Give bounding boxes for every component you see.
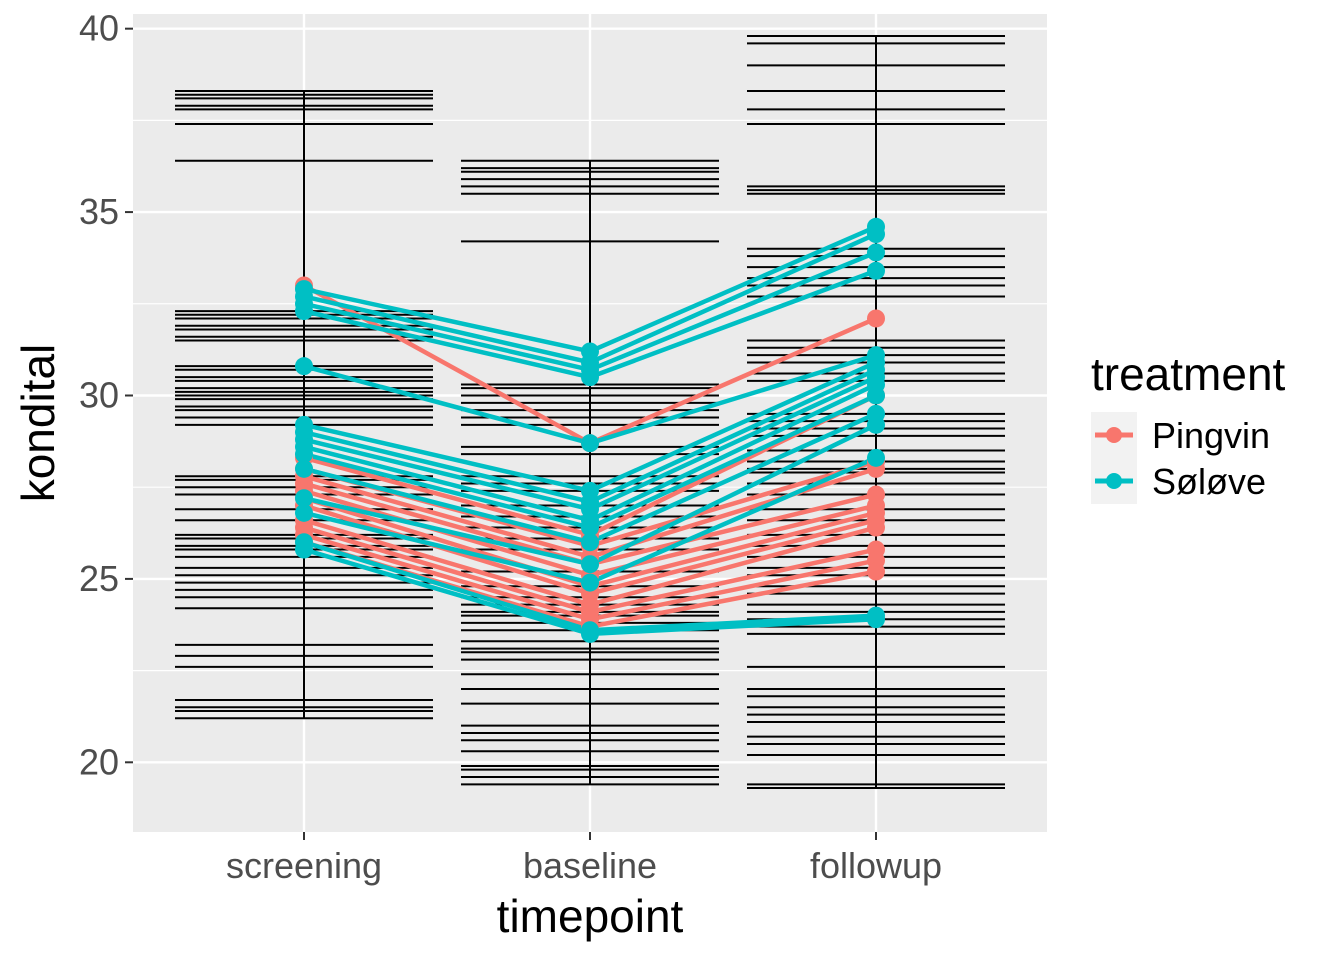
x-tick-label: screening [226,845,382,886]
data-point [867,610,885,629]
x-tick-label: baseline [523,845,657,886]
legend-key-point [1106,427,1122,443]
data-point [581,533,599,552]
y-tick-label: 35 [79,191,119,232]
data-point [867,518,885,537]
data-point [295,302,313,321]
data-point [867,309,885,328]
subject-points [295,217,885,643]
legend-label: Søløve [1152,461,1266,502]
data-point [581,555,599,574]
data-point [581,368,599,387]
data-point [867,562,885,581]
x-axis-title: timepoint [497,890,684,942]
legend-key-point [1106,473,1122,489]
data-point [295,503,313,522]
x-tick-label: followup [810,845,942,886]
legend-title: treatment [1091,348,1286,400]
data-point [295,459,313,478]
data-point [867,415,885,434]
data-point [867,448,885,467]
data-point [581,518,599,537]
legend-entry-pingvin: Pingvin [1091,412,1270,458]
data-point [867,243,885,262]
y-tick-label: 25 [79,558,119,599]
legend-label: Pingvin [1152,415,1270,456]
y-axis: 20 25 30 35 40 [79,8,133,782]
y-tick-label: 30 [79,374,119,415]
y-tick-label: 20 [79,741,119,782]
y-tick-label: 40 [79,8,119,49]
data-point [581,573,599,592]
legend: treatment Pingvin Søløve [1091,348,1286,504]
data-point [581,624,599,643]
x-axis: screening baseline followup [226,832,942,886]
data-point [295,540,313,559]
data-point [867,386,885,405]
data-point [867,261,885,280]
data-point [295,489,313,508]
y-axis-title: kondital [12,344,64,503]
data-point [867,225,885,244]
legend-entry-soelove: Søløve [1091,458,1266,504]
data-point [581,434,599,453]
data-point [295,357,313,376]
data-point [295,445,313,464]
